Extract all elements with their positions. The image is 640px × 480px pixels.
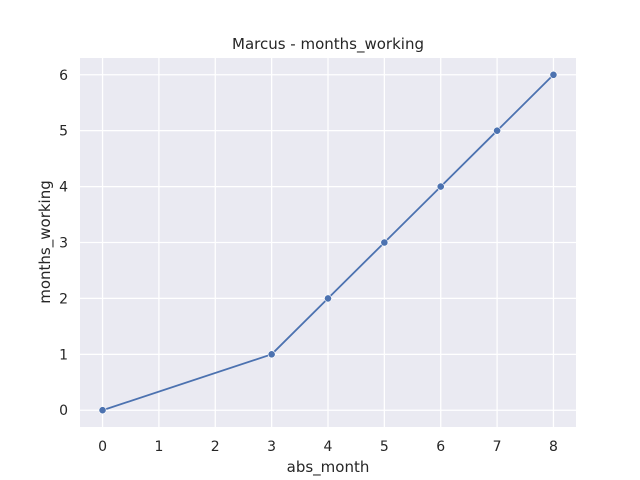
x-tick-label: 7 [493, 439, 502, 455]
y-tick-label: 2 [59, 291, 68, 307]
x-axis-label: abs_month [287, 458, 370, 477]
x-tick-label: 5 [380, 439, 389, 455]
chart-title: Marcus - months_working [232, 35, 424, 54]
y-tick-label: 0 [59, 403, 68, 419]
x-tick-labels: 0 1 2 3 4 5 6 7 8 [98, 439, 558, 455]
y-tick-labels: 0 1 2 3 4 5 6 [59, 68, 68, 419]
data-point [549, 70, 558, 79]
y-tick-label: 6 [59, 68, 68, 84]
data-point [436, 182, 445, 191]
data-point [324, 294, 332, 303]
x-tick-label: 8 [549, 439, 558, 455]
y-tick-label: 4 [59, 180, 68, 196]
x-tick-label: 4 [324, 439, 333, 455]
data-point [380, 238, 389, 247]
data-point [493, 126, 501, 135]
x-tick-label: 3 [267, 439, 276, 455]
data-point [98, 406, 107, 415]
y-axis-label: months_working [36, 180, 55, 304]
series [98, 70, 558, 415]
x-tick-label: 6 [436, 439, 445, 455]
x-tick-label: 0 [98, 439, 107, 455]
x-tick-label: 1 [154, 439, 163, 455]
y-tick-label: 1 [59, 347, 68, 363]
data-point [267, 350, 276, 359]
x-tick-label: 2 [211, 439, 220, 455]
y-tick-label: 3 [59, 236, 68, 252]
y-tick-label: 5 [59, 124, 68, 140]
